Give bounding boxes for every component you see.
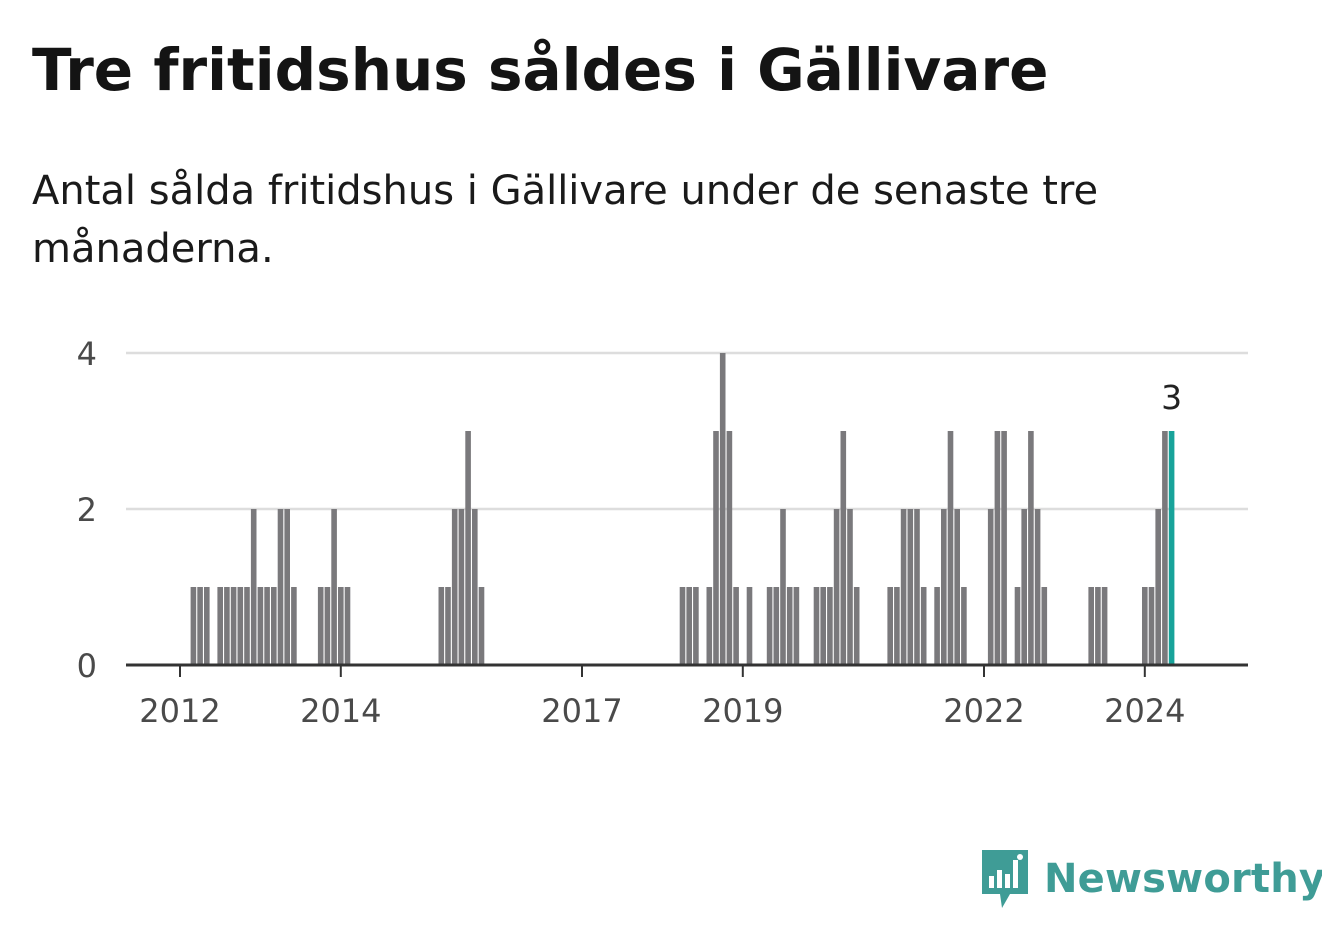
bar xyxy=(331,509,337,665)
bar xyxy=(1148,587,1155,665)
bar xyxy=(250,509,257,665)
bar xyxy=(827,587,833,665)
x-tick-label: 2017 xyxy=(541,692,622,730)
bar-chart: 0 2 4 2012 2014 2017 2019 2022 2024 3 xyxy=(77,335,1248,730)
bar xyxy=(820,587,826,665)
brand-logo: Newsworthy xyxy=(980,848,1322,910)
bar xyxy=(1014,587,1021,665)
bar xyxy=(987,509,994,665)
bar xyxy=(833,509,840,665)
x-tick-label: 2012 xyxy=(139,692,220,730)
bar xyxy=(719,353,726,665)
bar xyxy=(934,587,940,665)
bar xyxy=(1021,509,1027,665)
bar xyxy=(451,509,458,665)
bar xyxy=(277,509,284,665)
bar xyxy=(780,509,786,665)
bar xyxy=(1095,587,1101,665)
y-gridlines: 0 2 4 xyxy=(77,335,1248,685)
bar xyxy=(271,587,277,665)
bar xyxy=(887,587,893,665)
bar-highlight xyxy=(1168,431,1175,665)
x-tick-label: 2022 xyxy=(943,692,1024,730)
bar xyxy=(994,431,1001,665)
bar xyxy=(284,509,290,665)
data-labels: 3 xyxy=(1161,378,1182,417)
bar xyxy=(344,587,351,665)
y-tick-label: 4 xyxy=(77,335,97,373)
bar xyxy=(693,587,699,665)
bar xyxy=(458,509,465,665)
bar xyxy=(224,587,230,665)
y-tick-label: 2 xyxy=(77,491,97,529)
bar xyxy=(1088,587,1094,665)
bar xyxy=(726,431,733,665)
bars xyxy=(190,353,1175,665)
bar xyxy=(766,587,773,665)
bar xyxy=(1001,431,1007,665)
bar xyxy=(237,587,244,665)
bar xyxy=(920,587,927,665)
bar xyxy=(713,431,719,665)
bar xyxy=(317,587,324,665)
bar xyxy=(465,431,471,665)
bar xyxy=(914,509,920,665)
bar xyxy=(941,509,947,665)
bar xyxy=(1034,509,1041,665)
bar xyxy=(793,587,800,665)
bar xyxy=(706,587,713,665)
chart-title: Tre fritidshus såldes i Gällivare xyxy=(32,36,1049,104)
bar xyxy=(907,509,914,665)
bar xyxy=(472,509,478,665)
bar xyxy=(324,587,331,665)
bar xyxy=(197,587,203,665)
bar xyxy=(847,509,853,665)
bar xyxy=(204,587,210,665)
bar xyxy=(746,587,753,665)
y-tick-label: 0 xyxy=(77,647,97,685)
bar xyxy=(190,587,197,665)
newsworthy-logo-icon xyxy=(982,850,1028,908)
bar xyxy=(445,587,451,665)
brand-name: Newsworthy xyxy=(1044,856,1322,902)
x-axis: 2012 2014 2017 2019 2022 2024 xyxy=(126,663,1248,730)
highlight-data-label: 3 xyxy=(1161,378,1182,417)
x-tick-label: 2024 xyxy=(1104,692,1185,730)
bar xyxy=(840,431,847,665)
bar xyxy=(961,587,967,665)
bar xyxy=(853,587,860,665)
bar xyxy=(244,587,250,665)
bar xyxy=(686,587,692,665)
bar xyxy=(679,587,686,665)
bar xyxy=(1142,587,1148,665)
bar xyxy=(786,587,793,665)
bar xyxy=(1101,587,1108,665)
bar xyxy=(813,587,820,665)
x-tick-label: 2019 xyxy=(702,692,783,730)
x-tick-label: 2014 xyxy=(300,692,381,730)
bar xyxy=(1028,431,1034,665)
bar xyxy=(894,587,900,665)
bar xyxy=(1041,587,1048,665)
chart-subtitle: Antal sålda fritidshus i Gällivare under… xyxy=(32,168,1099,272)
bar xyxy=(438,587,445,665)
bar xyxy=(338,587,344,665)
bar xyxy=(291,587,297,665)
bar xyxy=(217,587,223,665)
bar xyxy=(954,509,960,665)
bar xyxy=(733,587,739,665)
bar xyxy=(773,587,780,665)
bar xyxy=(264,587,270,665)
bar xyxy=(900,509,907,665)
bar xyxy=(1155,509,1161,665)
bar xyxy=(257,587,264,665)
bar xyxy=(1162,431,1168,665)
bar xyxy=(230,587,237,665)
bar xyxy=(478,587,485,665)
bar xyxy=(947,431,954,665)
